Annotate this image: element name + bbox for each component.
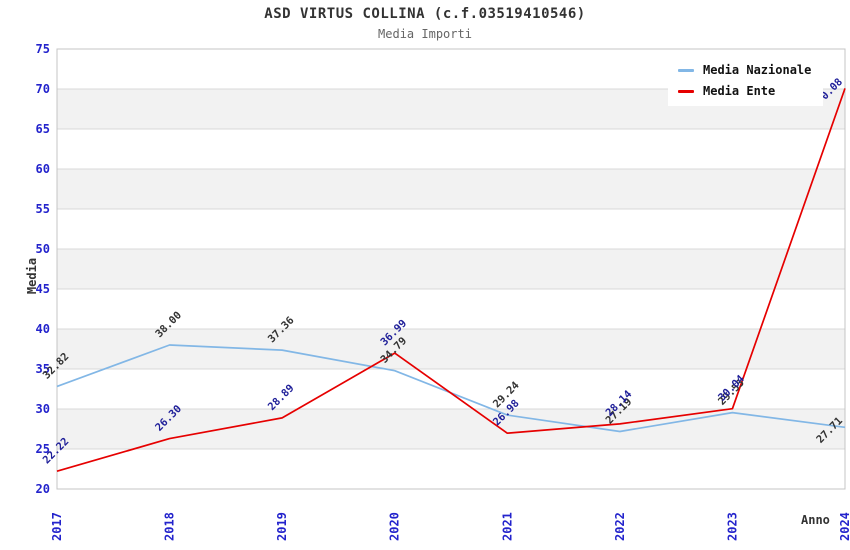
legend-label: Media Nazionale xyxy=(703,63,812,77)
plot-band xyxy=(57,329,845,369)
y-axis-title: Media xyxy=(25,257,40,295)
chart-subtitle: Media Importi xyxy=(378,27,472,41)
y-tick-label: 30 xyxy=(36,402,50,416)
plot-band xyxy=(57,249,845,289)
x-tick-label: 2024 xyxy=(838,512,850,541)
y-tick-label: 35 xyxy=(36,362,50,376)
y-tick-label: 45 xyxy=(36,282,50,296)
legend-item-media-ente[interactable]: Media Ente xyxy=(678,84,811,98)
y-tick-label: 25 xyxy=(36,442,50,456)
y-tick-label: 40 xyxy=(36,322,50,336)
x-tick-label: 2017 xyxy=(50,512,64,541)
plot-band xyxy=(57,169,845,209)
x-tick-label: 2022 xyxy=(613,512,627,541)
y-tick-label: 70 xyxy=(36,82,50,96)
legend-item-media-nazionale[interactable]: Media Nazionale xyxy=(678,63,811,77)
x-tick-label: 2019 xyxy=(275,512,289,541)
x-tick-label: 2018 xyxy=(163,512,177,541)
series-line-media-ente xyxy=(56,88,846,473)
plot-border xyxy=(56,48,846,490)
x-tick-label: 2021 xyxy=(500,512,514,541)
y-tick-label: 50 xyxy=(36,242,50,256)
legend-line-marker-blue xyxy=(678,68,694,72)
x-tick-label: 2023 xyxy=(725,512,739,541)
data-label: 28.89 xyxy=(266,382,297,413)
x-axis-title: Anno xyxy=(801,513,830,527)
chart-title: ASD VIRTUS COLLINA (c.f.03519410546) xyxy=(264,6,586,22)
y-tick-label: 65 xyxy=(36,122,50,136)
y-tick-label: 55 xyxy=(36,202,50,216)
y-tick-label: 20 xyxy=(36,482,50,496)
y-tick-label: 60 xyxy=(36,162,50,176)
legend-label: Media Ente xyxy=(703,84,776,98)
chart-legend: Media Nazionale Media Ente xyxy=(668,56,824,106)
y-tick-label: 75 xyxy=(36,42,50,56)
x-tick-label: 2020 xyxy=(388,512,402,541)
legend-line-marker-red xyxy=(678,89,694,93)
